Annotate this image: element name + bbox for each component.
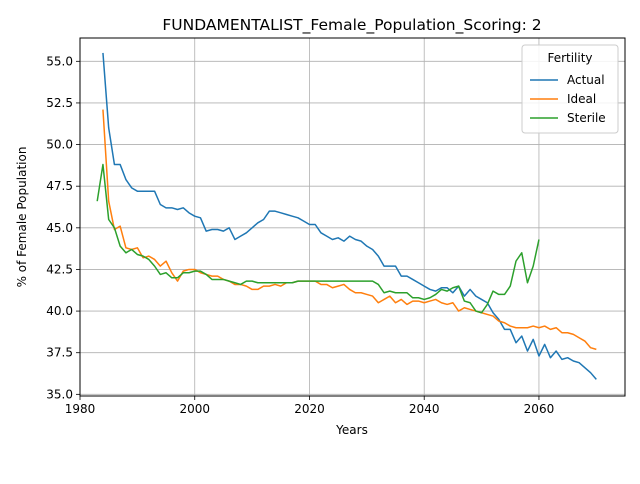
- series-line-ideal: [102, 109, 597, 351]
- legend-box: [521, 44, 619, 134]
- y-tick-label: 55.0: [46, 54, 73, 68]
- y-tick-label: 45.0: [46, 221, 73, 235]
- x-tick-label: 1980: [65, 402, 96, 416]
- chart-title: FUNDAMENTALIST_Female_Population_Scoring…: [162, 16, 541, 35]
- series-line-sterile: [96, 163, 540, 314]
- y-tick-label: 52.5: [46, 96, 73, 110]
- x-axis-ticks: 1980 2000 2020 2040 2060: [65, 396, 554, 416]
- plot-frame: [79, 37, 626, 397]
- y-tick-label: 42.5: [46, 262, 73, 276]
- x-axis-label: Years: [335, 423, 368, 437]
- y-axis-ticks: 35.0 37.5 40.0 42.5 45.0 47.5 50.0 52.5 55.0: [46, 54, 80, 401]
- series-line-actual: [102, 52, 597, 380]
- y-tick-label: 47.5: [46, 179, 73, 193]
- series-lines: [96, 52, 597, 380]
- legend-label-ideal: Ideal: [567, 92, 596, 106]
- y-tick-label: 35.0: [46, 387, 73, 401]
- x-tick-label: 2020: [294, 402, 325, 416]
- legend-label-sterile: Sterile: [567, 111, 606, 125]
- y-tick-label: 37.5: [46, 346, 73, 360]
- legend-items: Actual Ideal Sterile: [530, 73, 606, 125]
- x-tick-label: 2040: [409, 402, 440, 416]
- legend-label-actual: Actual: [567, 73, 605, 87]
- x-tick-label: 2060: [524, 402, 555, 416]
- y-axis-label: % of Female Population: [15, 147, 29, 288]
- legend-title: Fertility: [547, 51, 592, 65]
- legend: Fertility Actual Ideal Sterile: [521, 44, 619, 134]
- y-tick-label: 50.0: [46, 138, 73, 152]
- x-tick-label: 2000: [179, 402, 210, 416]
- y-tick-label: 40.0: [46, 304, 73, 318]
